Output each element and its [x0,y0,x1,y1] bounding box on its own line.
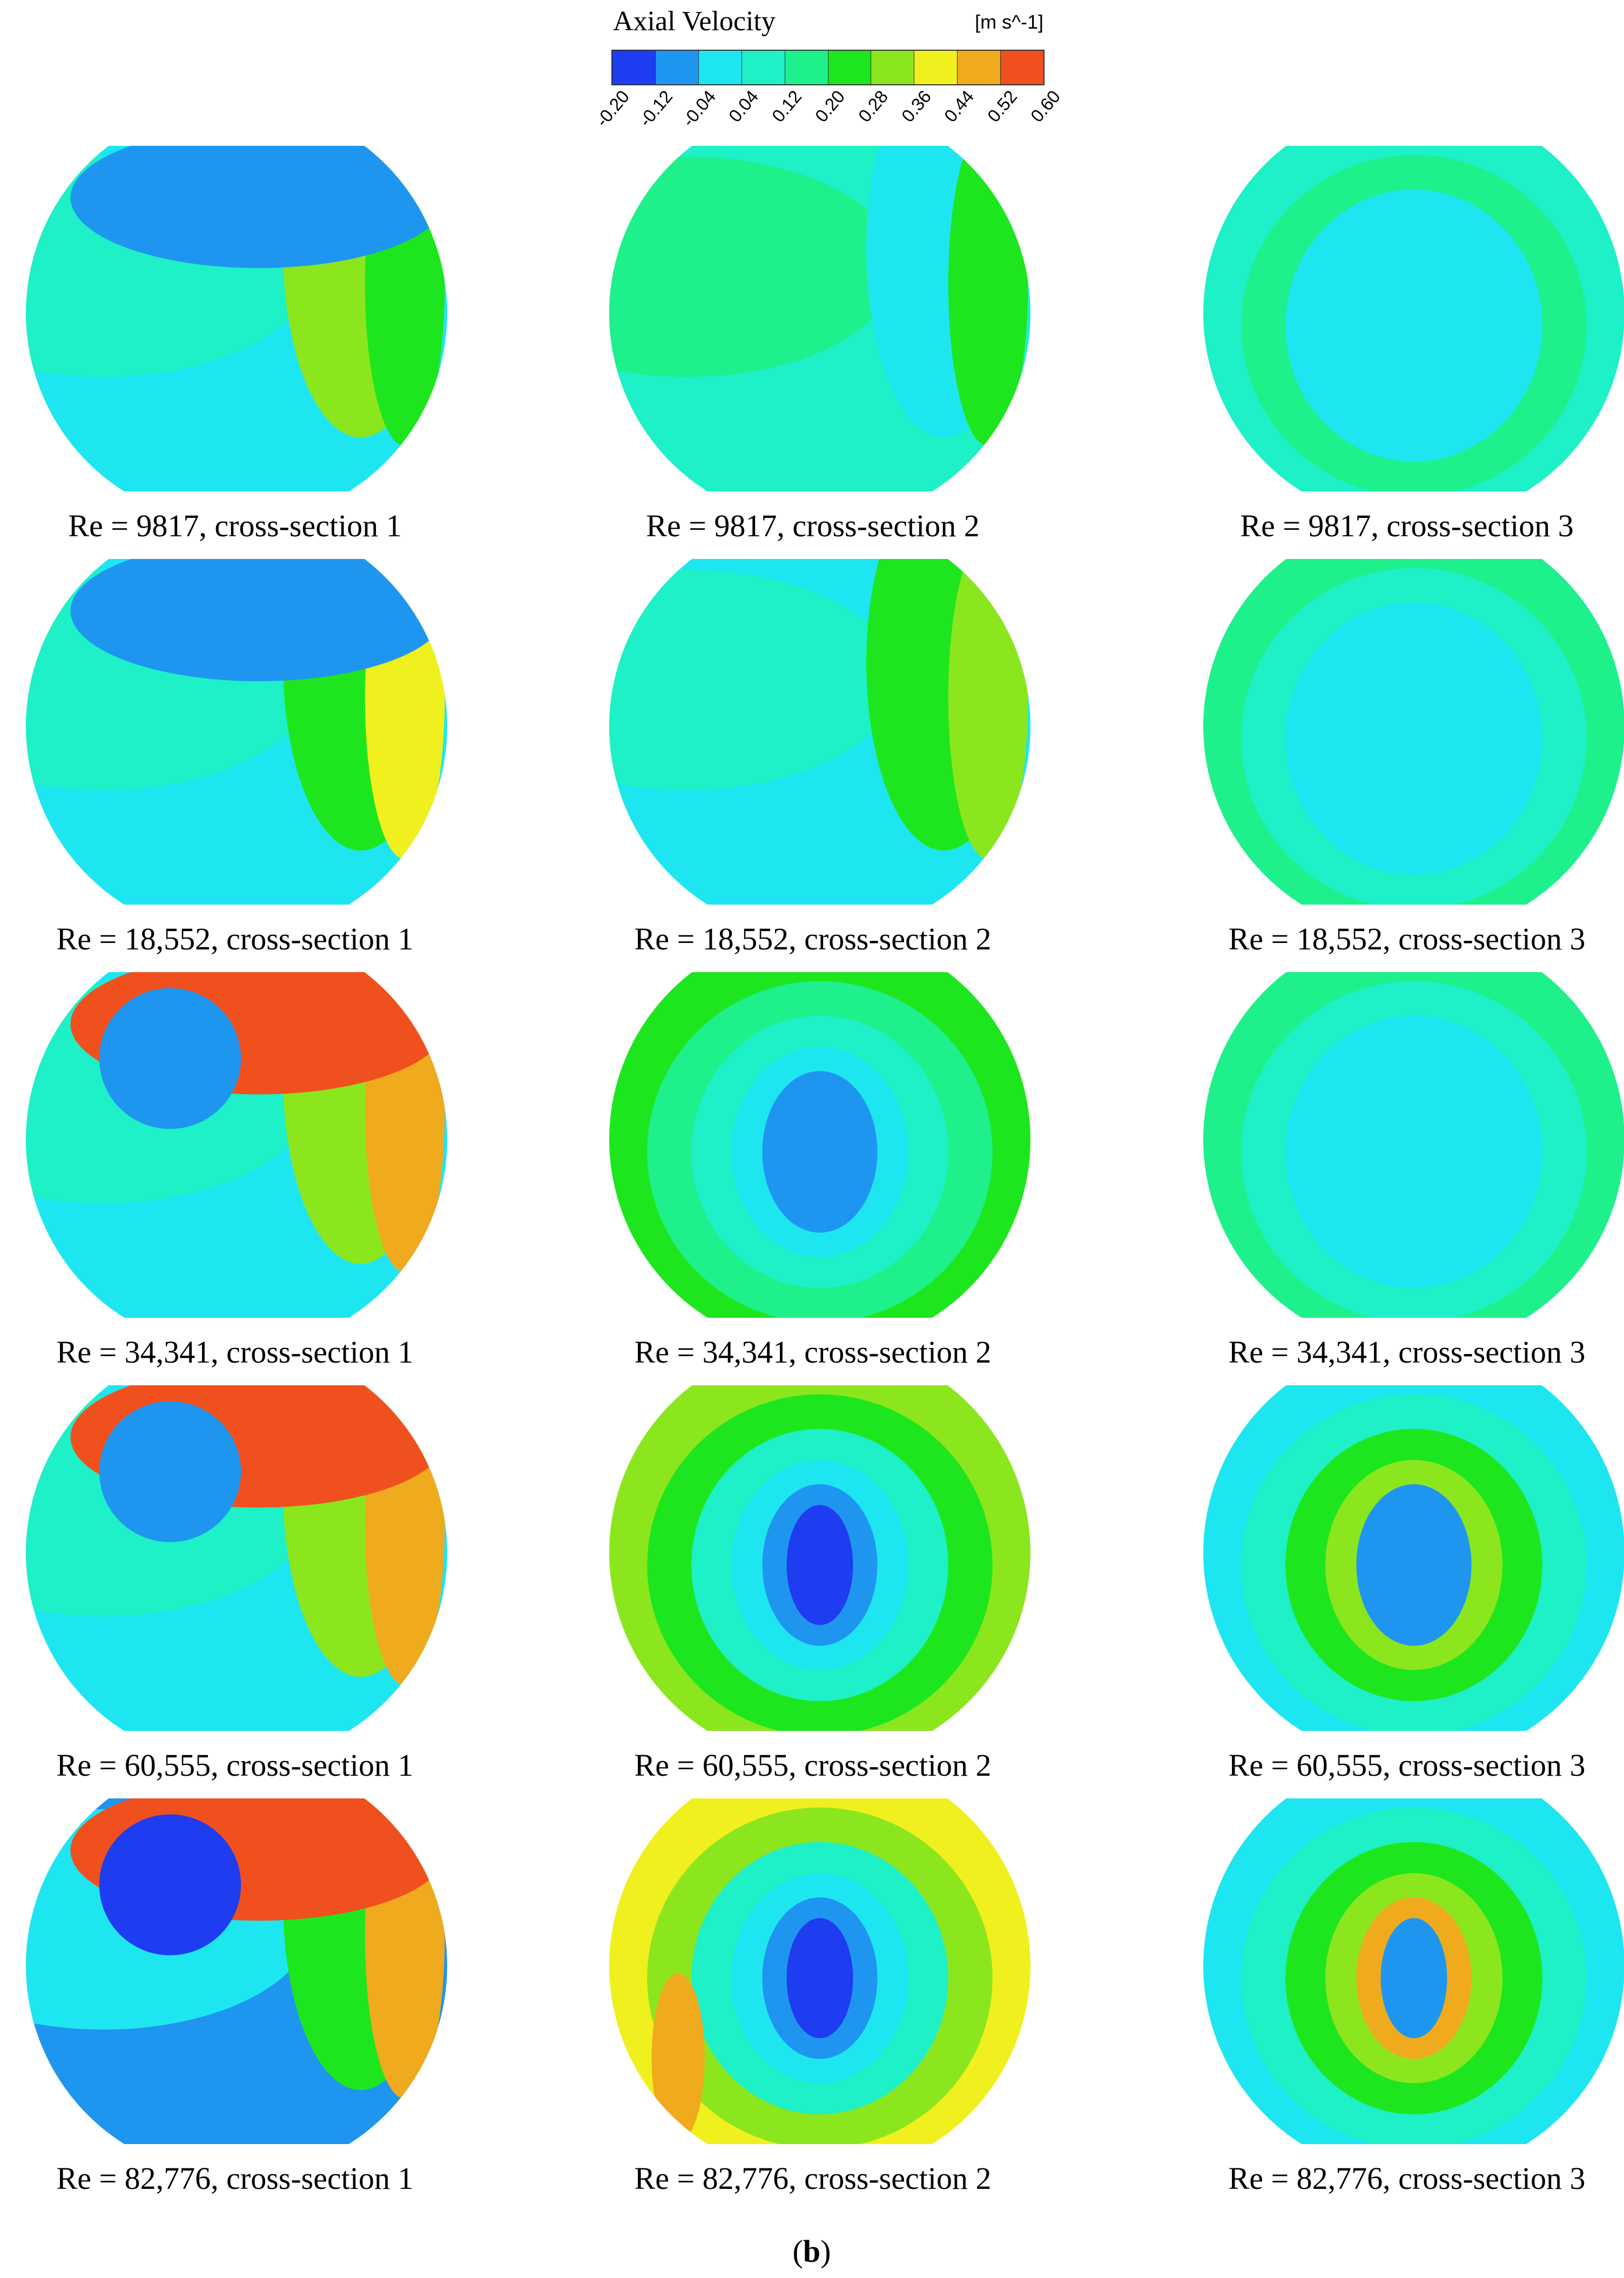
contour-panel [1192,1798,1624,2144]
legend-swatch [1001,51,1044,84]
panel-caption: Re = 60,555, cross-section 1 [56,1748,414,1783]
contour-panel [15,1385,458,1731]
contour-plot [1203,1798,1624,2144]
contour-panel [1192,1385,1624,1731]
contour-plot [1203,559,1624,905]
contour-region [99,1401,241,1542]
panel-caption: Re = 9817, cross-section 2 [646,508,980,543]
figure-label: (b) [792,2234,831,2269]
legend-color-bar [611,50,1045,85]
contour-region [1285,1015,1542,1288]
contour-panel [1192,972,1624,1318]
contour-plot [26,1385,447,1731]
contour-region [1356,1484,1472,1646]
contour-panel [598,1798,1041,2144]
contour-region [609,570,898,790]
panel-caption: Re = 82,776, cross-section 2 [634,2161,992,2196]
contour-plot [609,972,1030,1318]
panel-caption: Re = 34,341, cross-section 3 [1228,1335,1586,1370]
contour-panel [598,972,1041,1318]
contour-panel [15,972,458,1318]
contour-region [762,1071,878,1233]
legend-unit: [m s^-1] [975,11,1043,33]
legend-swatch [785,51,828,84]
legend-swatch [958,51,1001,84]
panel-caption: Re = 9817, cross-section 1 [68,508,402,543]
contour-region [786,1918,853,2038]
panel-caption: Re = 82,776, cross-section 3 [1228,2161,1586,2196]
contour-plot [26,559,447,905]
contour-region [1285,602,1542,875]
contour-region [70,146,447,268]
legend-swatch [698,51,742,84]
contour-plot [609,559,1030,905]
contour-region [70,559,447,682]
contour-region [1380,1918,1447,2038]
contour-panel [598,559,1041,905]
contour-panel [1192,559,1624,905]
legend-title: Axial Velocity [613,6,776,37]
contour-plot [26,1798,447,2144]
contour-region [786,1505,853,1625]
contour-plot [609,146,1030,491]
color-legend: Axial Velocity [m s^-1] -0.20 -0.12 -0.04 0… [567,0,1064,140]
contour-panel [598,1385,1041,1731]
contour-panel [15,146,458,491]
contour-plot [609,1798,1030,2144]
contour-region [99,1814,241,1956]
contour-plot [1203,972,1624,1318]
contour-plot [609,1385,1030,1731]
figure-label-letter: b [803,2234,821,2269]
panel-caption: Re = 18,552, cross-section 2 [634,921,992,956]
panel-caption: Re = 60,555, cross-section 2 [634,1748,992,1783]
legend-swatch [871,51,915,84]
contour-region [651,1973,705,2142]
contour-plot [1203,146,1624,491]
contour-panel [15,1798,458,2144]
panel-caption: Re = 18,552, cross-section 1 [56,921,414,956]
panel-caption: Re = 34,341, cross-section 1 [56,1335,414,1370]
legend-swatch [742,51,785,84]
legend-swatch [655,51,699,84]
contour-panel [1192,146,1624,491]
legend-swatch [828,51,872,84]
panel-caption: Re = 82,776, cross-section 1 [56,2161,414,2196]
panel-caption: Re = 34,341, cross-section 2 [634,1335,992,1370]
contour-plot [26,146,447,491]
panel-caption: Re = 9817, cross-section 3 [1240,508,1574,543]
panel-caption: Re = 18,552, cross-section 3 [1228,921,1586,956]
contour-region [609,157,898,377]
contour-region [99,988,241,1129]
contour-plot [26,972,447,1318]
contour-panel [15,559,458,905]
contour-panel [598,146,1041,491]
legend-swatch [914,51,958,84]
legend-swatch [612,51,656,84]
panel-caption: Re = 60,555, cross-section 3 [1228,1748,1586,1783]
contour-region [1285,189,1542,462]
contour-plot [1203,1385,1624,1731]
